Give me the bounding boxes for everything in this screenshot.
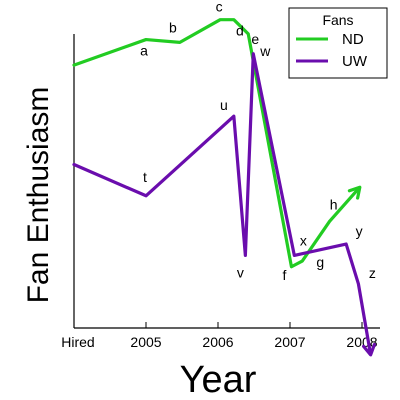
point-label-t: t [143, 169, 147, 185]
legend-label-uw: UW [342, 53, 368, 70]
point-label-w: w [259, 43, 271, 59]
x-axis-title: Year [180, 359, 257, 400]
point-label-d: d [236, 23, 244, 39]
point-label-f: f [282, 267, 286, 283]
y-axis-title-group: Fan Enthusiasm [22, 87, 55, 304]
legend-title: Fans [322, 12, 353, 28]
point-label-z: z [369, 265, 376, 281]
point-label-u: u [220, 97, 228, 113]
point-label-x: x [300, 232, 307, 248]
legend: Fans ND UW [288, 7, 388, 79]
x-tick-label-hired: Hired [61, 334, 94, 350]
legend-items: ND UW [296, 31, 368, 70]
legend-box [288, 7, 388, 79]
point-label-h: h [330, 196, 338, 212]
series-line-uw [72, 52, 372, 355]
point-label-v: v [237, 264, 244, 280]
point-label-a: a [140, 43, 148, 59]
point-label-g: g [316, 254, 324, 270]
series-layer [72, 18, 377, 357]
point-label-y: y [356, 223, 363, 239]
point-label-b: b [169, 19, 177, 35]
x-tick-group: Hired 2005 2006 2007 2008 [61, 322, 378, 350]
y-axis-title: Fan Enthusiasm [22, 87, 55, 304]
point-label-e: e [251, 31, 259, 47]
legend-label-nd: ND [342, 31, 364, 48]
x-tick-label-2006: 2006 [202, 334, 233, 350]
series-arrowhead-uw [362, 342, 377, 357]
x-tick-label-2005: 2005 [130, 334, 161, 350]
point-label-c: c [216, 0, 223, 15]
x-tick-label-2007: 2007 [274, 334, 305, 350]
series-line-nd [72, 18, 361, 269]
series-arrowhead-nd [347, 185, 362, 200]
point-label-layer: a b cde f g h t u v w x y z [140, 0, 376, 283]
